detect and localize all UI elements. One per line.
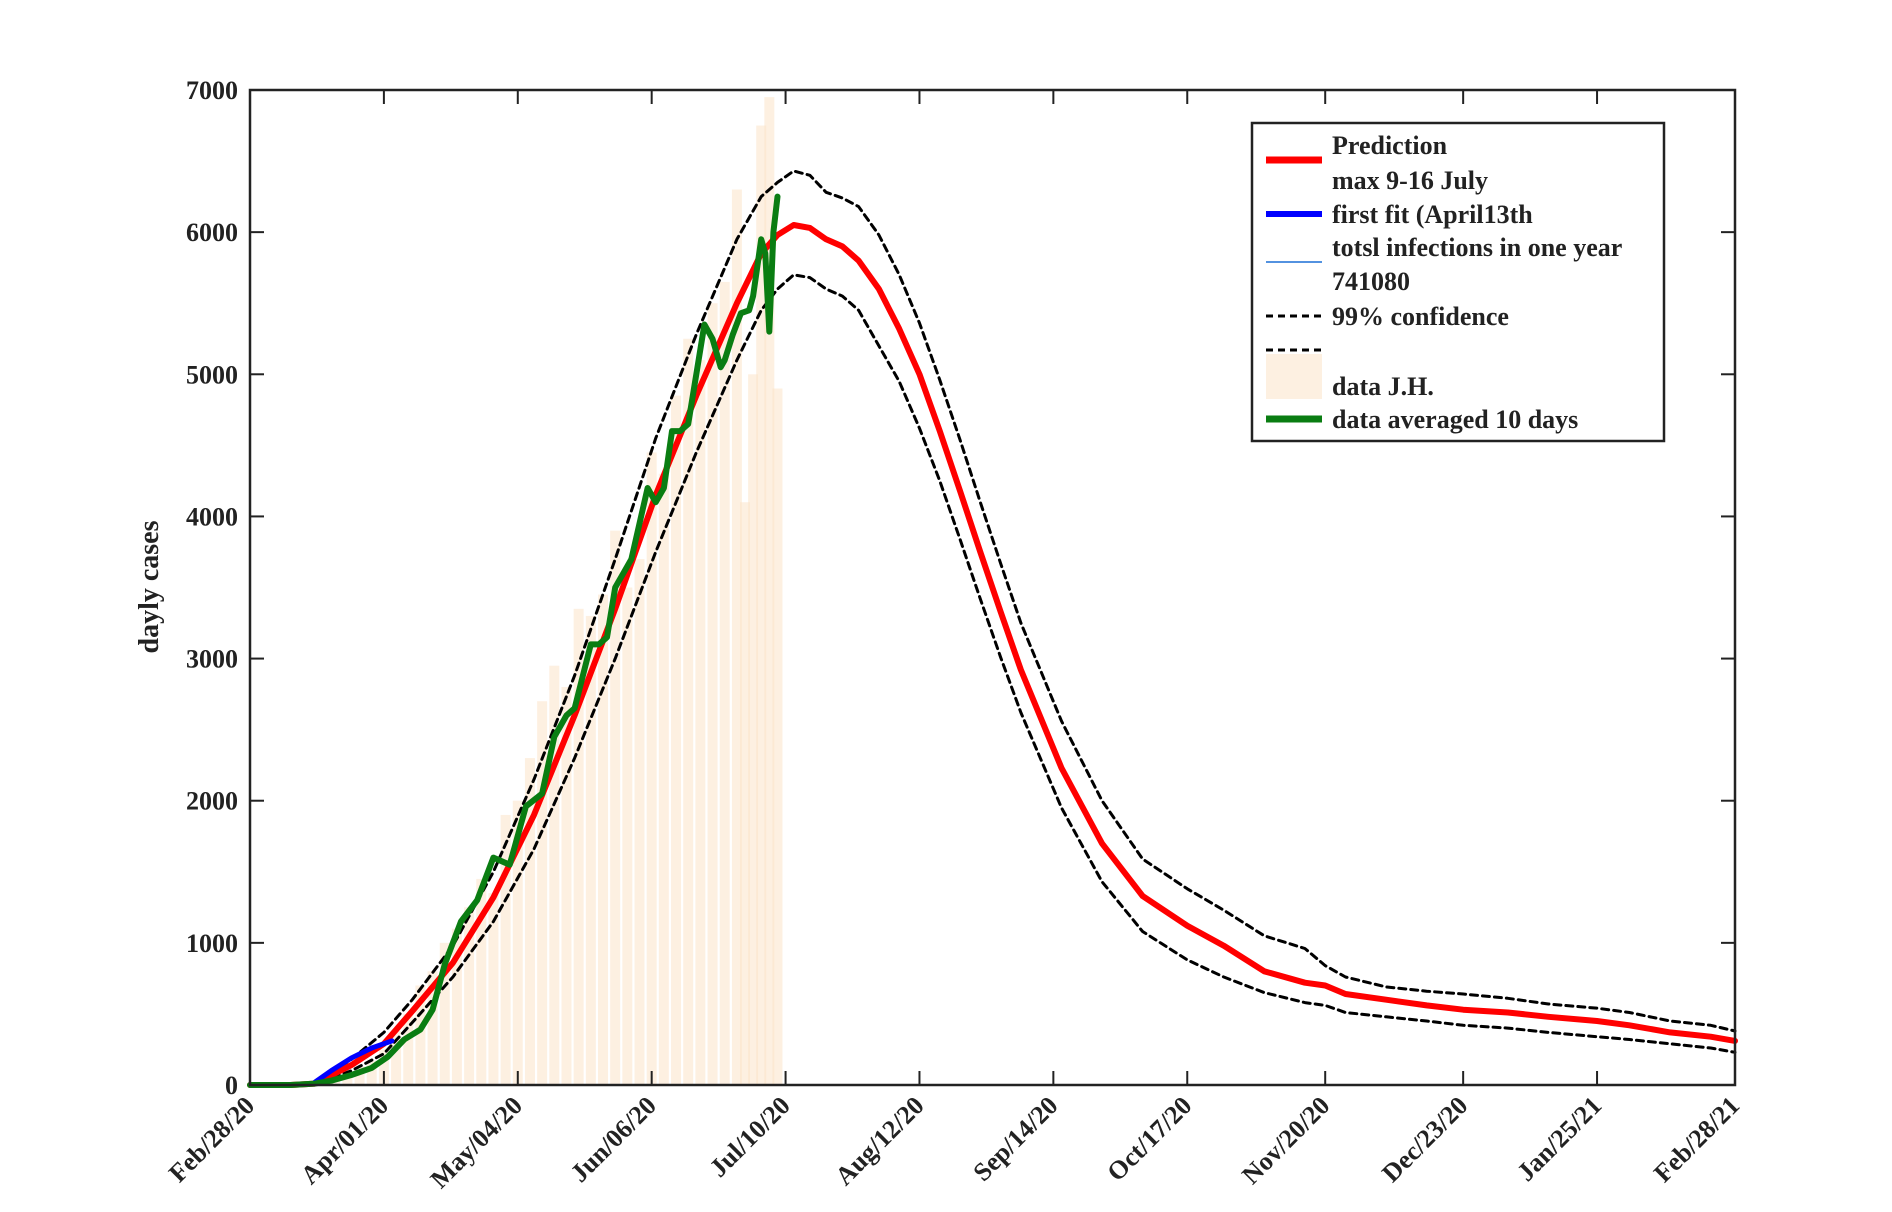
data-averaged-line [247,193,781,1088]
data-bar [731,189,742,1085]
data-bar [342,1073,353,1085]
data-bar [354,1066,365,1085]
legend: Prediction max 9-16 July first fit (April1… [1250,121,1666,443]
data-bar [451,928,462,1085]
data-bar [658,473,669,1085]
data-bar [366,1060,377,1085]
prediction-line [247,222,1738,1088]
data-bar [646,452,657,1085]
y-tick-label: 1000 [186,929,238,958]
legend-label: totsl infections in one year [1332,233,1622,262]
data-bar [464,907,475,1085]
data-bar [549,665,560,1085]
legend-swatch-data-bars [1266,354,1322,399]
data-bar [671,395,682,1085]
data-bar [772,388,783,1085]
data-bar [740,502,750,1085]
data-bar [476,878,487,1085]
data-bar [634,559,645,1085]
data-bar [610,530,621,1085]
data-bar [764,97,775,1086]
legend-label: Prediction [1332,131,1448,160]
legend-label: first fit (April13th [1332,200,1533,229]
y-tick-label: 5000 [186,360,238,389]
legend-label: data J.H. [1332,372,1434,401]
data-bar [378,1049,389,1085]
series-layer [247,169,1738,1088]
first-fit-line [312,1038,395,1085]
confidence-lower-line [248,273,1737,1087]
y-tick-label: 7000 [186,76,238,105]
data-bar [415,985,426,1085]
y-tick-label: 0 [225,1071,238,1100]
data-bar [719,281,730,1086]
data-bar [756,125,767,1086]
legend-label: max 9-16 July [1332,166,1488,195]
data-bar [683,338,694,1085]
y-tick-label: 2000 [186,787,238,816]
data-bar [439,942,450,1085]
data-bar [524,758,535,1085]
data-bar [403,1013,414,1085]
data-bar [597,594,608,1085]
legend-label: data averaged 10 days [1332,405,1578,434]
y-axis: 0 1000 2000 3000 4000 5000 6000 7000 [186,76,1735,1100]
confidence-upper-line [248,169,1737,1087]
data-bar [561,687,572,1085]
data-bar [695,360,706,1086]
data-bar [585,615,596,1085]
data-bar [488,893,499,1085]
data-bar [391,1030,402,1085]
y-tick-label: 4000 [186,502,238,531]
y-tick-label: 3000 [186,645,238,674]
data-bar [707,303,718,1085]
data-bars-layer [318,97,783,1086]
data-bar [427,971,438,1085]
legend-label: 741080 [1332,267,1410,296]
legend-label: 99% confidence [1332,302,1509,331]
y-axis-label: dayly cases [134,520,165,653]
plot-frame [248,88,1737,1087]
data-bar [500,814,511,1085]
data-bar [748,374,759,1085]
data-bar [537,701,548,1085]
y-tick-label: 6000 [186,218,238,247]
data-bar [622,587,633,1085]
data-bar [512,800,523,1085]
data-bar [573,608,584,1085]
